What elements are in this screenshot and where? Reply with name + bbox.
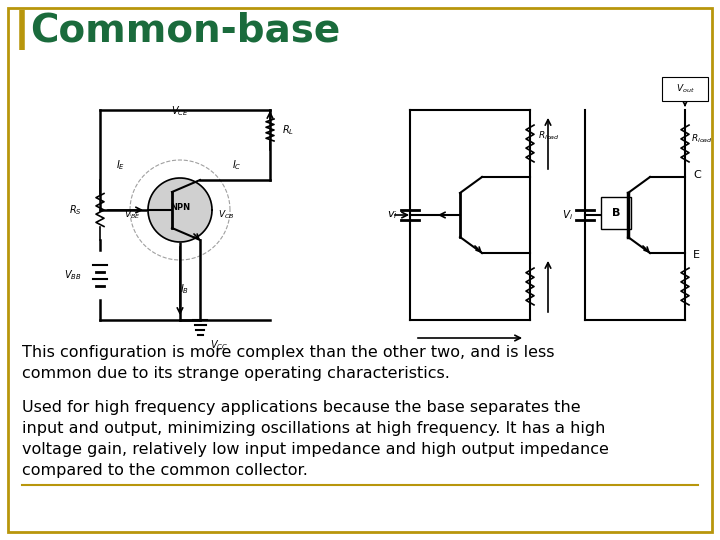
Text: C: C: [693, 170, 701, 180]
Text: $V_{CC}$: $V_{CC}$: [210, 338, 228, 352]
Text: Used for high frequency applications because the base separates the
input and ou: Used for high frequency applications bec…: [22, 400, 609, 478]
Text: $V_i$: $V_i$: [562, 208, 573, 222]
Text: $V_{CE}$: $V_{CE}$: [171, 104, 189, 118]
Text: $I_B$: $I_B$: [181, 282, 189, 296]
Text: This configuration is more complex than the other two, and is less
common due to: This configuration is more complex than …: [22, 345, 554, 381]
Text: $V_{BE}$: $V_{BE}$: [124, 209, 140, 221]
Text: $V_{out}$: $V_{out}$: [675, 83, 694, 95]
Text: E: E: [693, 250, 700, 260]
Text: $R_{load}$: $R_{load}$: [691, 132, 713, 145]
Text: $R_S$: $R_S$: [69, 203, 82, 217]
Polygon shape: [148, 178, 212, 242]
Text: B: B: [611, 208, 620, 218]
Text: $v_i$: $v_i$: [387, 209, 398, 221]
Text: $V_{BB}$: $V_{BB}$: [64, 268, 82, 282]
FancyBboxPatch shape: [662, 77, 708, 101]
Text: $I_C$: $I_C$: [232, 158, 242, 172]
Text: $R_{load}$: $R_{load}$: [538, 129, 559, 141]
Text: NPN: NPN: [170, 202, 190, 212]
Text: $V_{CB}$: $V_{CB}$: [218, 209, 235, 221]
Text: $I_E$: $I_E$: [116, 158, 125, 172]
Text: $R_L$: $R_L$: [282, 123, 294, 137]
Text: Common-base: Common-base: [30, 11, 341, 49]
